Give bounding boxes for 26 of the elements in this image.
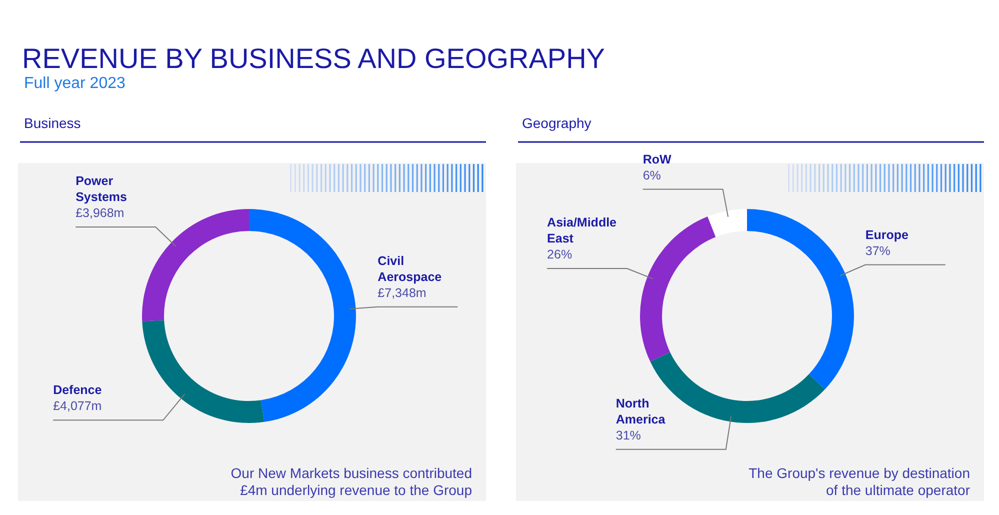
slice-label: Defence xyxy=(53,383,102,398)
data-label: £4,077m xyxy=(53,399,102,414)
text: Our New Markets business contributed £4m underlying revenue to the Group xyxy=(230,465,472,498)
data-label: 26% xyxy=(547,248,572,262)
data-label: £3,968m xyxy=(76,206,124,220)
slice-label: Power Systems xyxy=(76,174,128,204)
donut-slice xyxy=(142,320,264,423)
chart-title: Business xyxy=(24,115,81,131)
slice-label: Asia/Middle East xyxy=(547,216,617,246)
chart-title: Geography xyxy=(522,115,592,131)
data-label: 31% xyxy=(616,428,641,442)
slice-label: North America xyxy=(616,396,666,426)
donut-slice xyxy=(142,209,249,322)
donut-slice xyxy=(708,209,747,237)
data-label: £7,348m xyxy=(378,286,426,300)
text: The Group's revenue by destination of the ultimate operator xyxy=(748,465,970,498)
text: Full year 2023 xyxy=(24,75,126,92)
data-label: 37% xyxy=(865,244,890,258)
slice-label: Civil Aerospace xyxy=(378,254,442,284)
donut-slice xyxy=(640,216,716,362)
slice-label: RoW xyxy=(642,152,672,166)
donut-slice xyxy=(747,209,854,390)
donut-slice xyxy=(249,209,356,422)
data-label: 6% xyxy=(642,168,661,182)
text: REVENUE BY BUSINESS AND GEOGRAPHY xyxy=(22,43,606,74)
slice-label: Europe xyxy=(865,228,908,242)
